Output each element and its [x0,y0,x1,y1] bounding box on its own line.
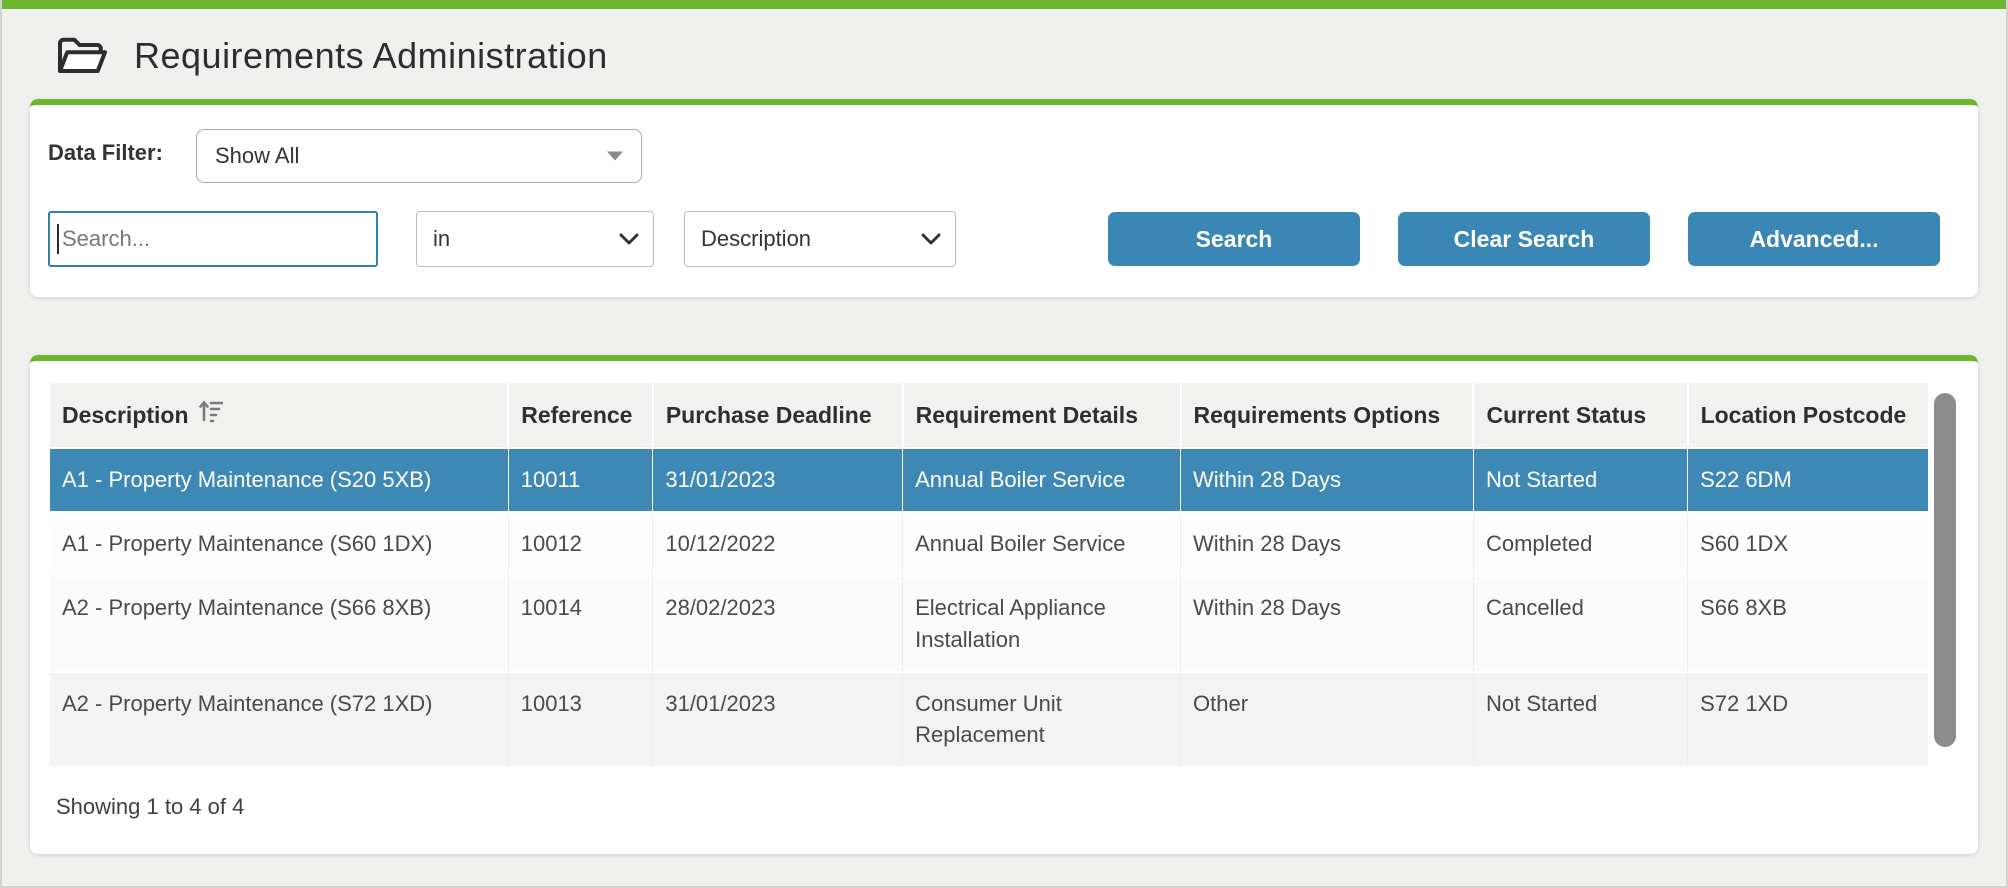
cell-description: A2 - Property Maintenance (S66 8XB) [50,575,509,672]
cell-location-postcode: S72 1XD [1687,671,1928,767]
data-filter-selected-value: Show All [215,143,300,168]
cell-location-postcode: S22 6DM [1687,448,1928,512]
requirements-table: Description [50,383,1928,767]
table-row[interactable]: A1 - Property Maintenance (S60 1DX) 1001… [50,511,1928,576]
table-row[interactable]: A2 - Property Maintenance (S66 8XB) 1001… [50,575,1928,672]
cell-location-postcode: S66 8XB [1687,575,1928,672]
clear-search-button[interactable]: Clear Search [1398,212,1650,266]
cell-requirements-options: Within 28 Days [1180,511,1474,576]
cell-reference: 10011 [507,448,653,512]
column-header-purchase-deadline[interactable]: Purchase Deadline [651,383,903,448]
cell-purchase-deadline: 31/01/2023 [652,671,903,767]
results-panel: Description [30,355,1978,855]
column-header-label: Description [62,401,189,428]
cell-description: A1 - Property Maintenance (S20 5XB) [50,448,509,512]
folder-open-icon [56,35,108,77]
search-input[interactable] [48,211,378,267]
cell-requirement-details: Consumer Unit Replacement [902,671,1181,767]
table-header-row: Description [50,383,1928,448]
search-row: in Description Search Clear Search Advan… [48,211,1958,267]
cell-purchase-deadline: 10/12/2022 [652,511,903,576]
search-button[interactable]: Search [1108,212,1360,266]
vertical-scrollbar-thumb[interactable] [1934,393,1956,747]
text-caret [57,224,59,254]
cell-current-status: Not Started [1472,671,1688,767]
column-header-reference[interactable]: Reference [507,383,653,448]
top-accent-bar [0,0,2008,9]
cell-current-status: Completed [1472,511,1688,576]
search-scope-select[interactable]: in [416,211,654,267]
search-scope-selected-value: in [433,226,451,251]
panel-gap [0,297,2008,355]
data-filter-row: Data Filter: Show All [48,129,1958,183]
search-field-select[interactable]: Description [684,211,956,267]
cell-purchase-deadline: 31/01/2023 [652,448,903,512]
cell-requirements-options: Within 28 Days [1180,448,1474,512]
column-header-requirement-details[interactable]: Requirement Details [901,383,1181,448]
filter-panel: Data Filter: Show All in Description Sea… [30,99,1978,297]
table-row[interactable]: A2 - Property Maintenance (S72 1XD) 1001… [50,671,1928,767]
page-header: Requirements Administration [0,9,2008,99]
search-input-wrap [48,211,378,267]
column-header-current-status[interactable]: Current Status [1472,383,1688,448]
data-filter-select[interactable]: Show All [196,129,642,183]
cell-requirement-details: Annual Boiler Service [902,511,1181,576]
search-field-selected-value: Description [701,226,812,251]
cell-purchase-deadline: 28/02/2023 [652,575,903,672]
cell-reference: 10013 [507,671,653,767]
table-row-selected[interactable]: A1 - Property Maintenance (S20 5XB) 1001… [50,448,1928,512]
cell-current-status: Not Started [1472,448,1688,512]
advanced-search-button[interactable]: Advanced... [1688,212,1940,266]
dropdown-arrow-icon [607,151,623,161]
sort-ascending-icon [198,399,223,431]
page-title: Requirements Administration [134,35,608,76]
column-header-location-postcode[interactable]: Location Postcode [1686,383,1928,448]
cell-requirement-details: Electrical Appliance Installation [902,575,1181,672]
cell-description: A1 - Property Maintenance (S60 1DX) [50,511,509,576]
cell-requirement-details: Annual Boiler Service [902,448,1181,512]
cell-reference: 10012 [507,511,653,576]
cell-requirements-options: Within 28 Days [1180,575,1474,672]
pagination-status: Showing 1 to 4 of 4 [56,794,245,820]
data-filter-label: Data Filter: [48,140,163,165]
cell-requirements-options: Other [1180,671,1474,767]
chevron-down-icon [921,226,941,252]
column-header-requirements-options[interactable]: Requirements Options [1179,383,1474,448]
chevron-down-icon [619,226,639,252]
cell-description: A2 - Property Maintenance (S72 1XD) [50,671,509,767]
table-wrap: Description [50,383,1928,830]
search-buttons-group: Search Clear Search Advanced... [1108,212,1958,266]
cell-current-status: Cancelled [1472,575,1688,672]
cell-location-postcode: S60 1DX [1687,511,1928,576]
column-header-description[interactable]: Description [50,383,509,448]
cell-reference: 10014 [507,575,653,672]
